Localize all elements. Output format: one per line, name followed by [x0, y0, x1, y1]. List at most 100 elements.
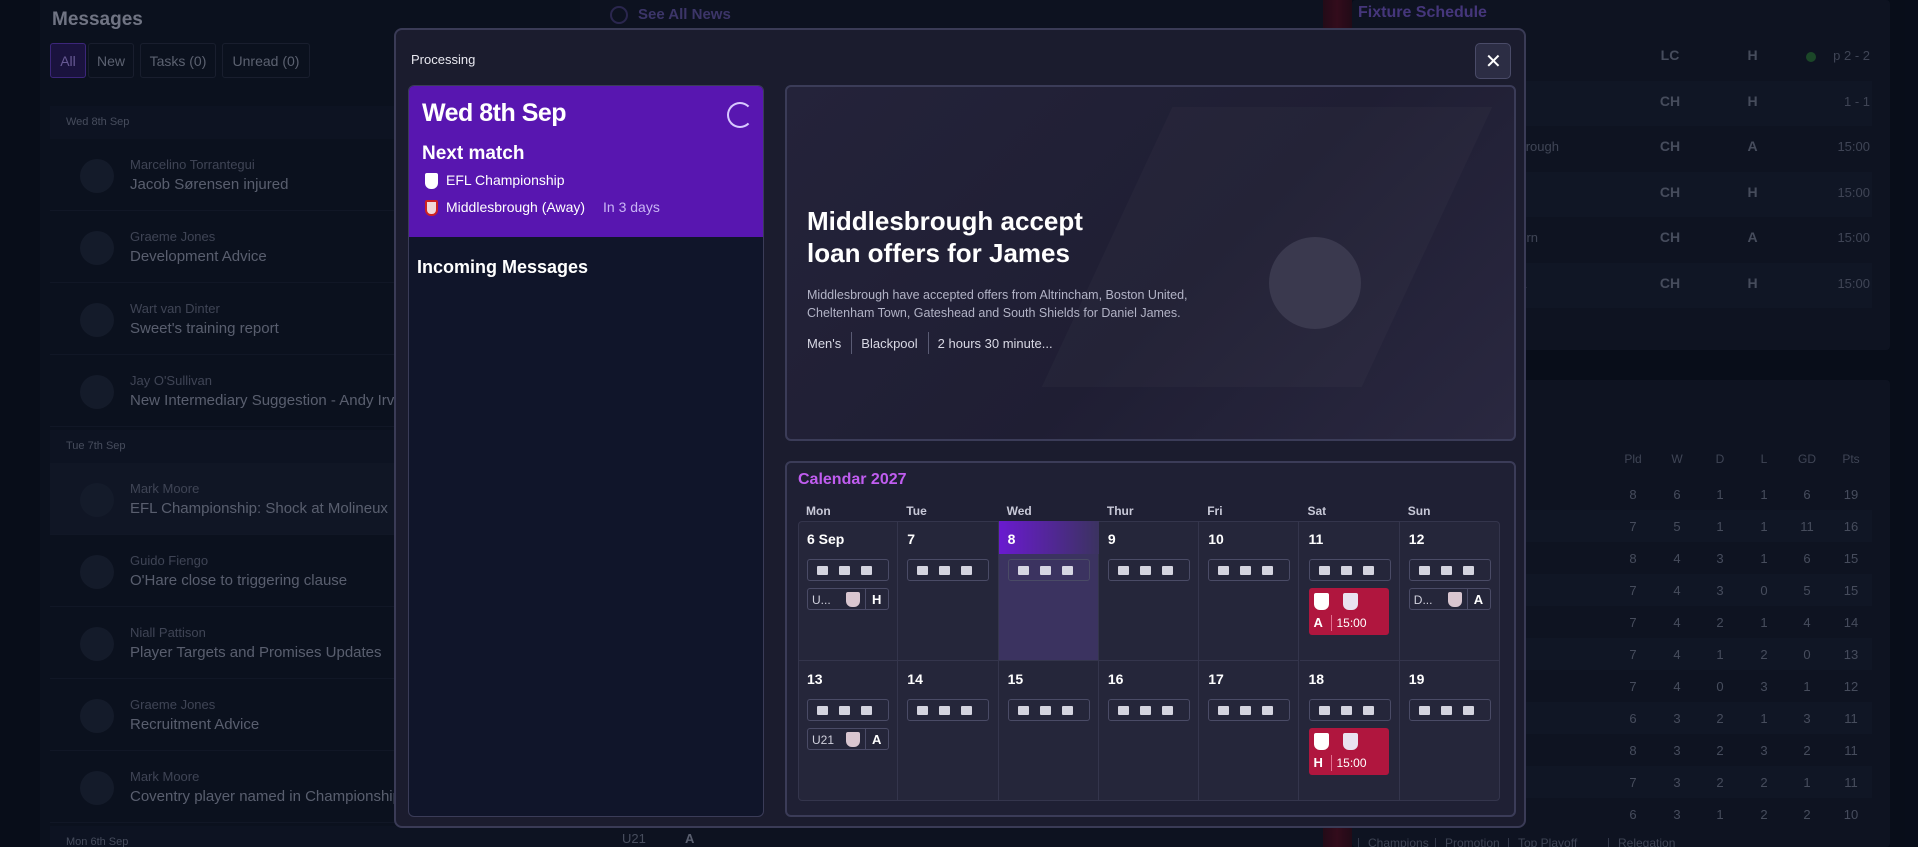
fixture-chip[interactable]: D... A: [1408, 588, 1491, 610]
fixture-venue: A: [1747, 229, 1758, 245]
calendar-day[interactable]: 18 H 15:00: [1300, 661, 1400, 801]
filter-tab[interactable]: New: [88, 43, 134, 78]
table-cell: 0: [1760, 583, 1768, 598]
filter-tab[interactable]: Unread (0): [222, 43, 310, 78]
calendar-day[interactable]: 10: [1199, 521, 1300, 661]
table-cell: 2: [1760, 807, 1768, 822]
calendar-day[interactable]: 15: [999, 661, 1099, 801]
calendar-day[interactable]: 8: [998, 521, 1099, 661]
calendar-panel: Calendar 2027 Mon Tue Wed Thur Fri Sat Sun 6 Sep…: [785, 461, 1516, 817]
activity-icon: [817, 566, 828, 575]
activity-icon: [861, 566, 872, 575]
message-sender: Graeme Jones: [130, 229, 216, 244]
activity-icon: [917, 566, 929, 575]
table-cell: 1: [1760, 615, 1768, 630]
table-header: Pts: [1842, 452, 1860, 466]
table-cell: 15: [1843, 551, 1859, 566]
calendar-day[interactable]: 9: [1098, 521, 1200, 661]
message-subject: Sweet's training report: [130, 320, 279, 337]
close-button[interactable]: ✕: [1475, 43, 1511, 79]
message-row[interactable]: Marcelino Torrantegui Jacob Sørensen inju…: [50, 139, 580, 211]
table-cell: 6: [1629, 711, 1637, 726]
message-icon: [80, 771, 114, 805]
message-icon: [80, 231, 114, 265]
activity-icon: [1462, 706, 1474, 715]
processing-column: Wed 8th Sep Next match EFL Championship Mid…: [408, 85, 764, 817]
table-cell: 13: [1843, 647, 1859, 662]
weekday-label: Thur: [1106, 504, 1134, 518]
table-cell: 6: [1673, 487, 1681, 502]
message-sender: Wart van Dinter: [130, 301, 220, 316]
fixture-competition: LC: [1660, 47, 1680, 63]
table-cell: 16: [1843, 519, 1859, 534]
table-cell: 6: [1803, 551, 1811, 566]
table-header: D: [1715, 452, 1725, 466]
fixture-result: 1 - 1: [1843, 93, 1870, 109]
message-row[interactable]: Graeme Jones Development Advice: [50, 211, 580, 283]
table-cell: 2: [1803, 807, 1811, 822]
day-number: 7: [907, 531, 916, 547]
opponent-badge: [425, 200, 438, 216]
group-date: Mon 6th Sep: [66, 836, 129, 847]
activity-icon: [1262, 706, 1274, 715]
calendar-day[interactable]: 12 D... A: [1399, 521, 1501, 661]
activity-icon: [1139, 706, 1151, 715]
news-link-icon: [610, 6, 628, 24]
calendar-day[interactable]: 19: [1400, 661, 1500, 801]
filter-tab[interactable]: Tasks (0): [140, 43, 216, 78]
calendar-day[interactable]: 17: [1199, 661, 1300, 801]
opponent-name: Middlesbrough (Away): [446, 199, 586, 215]
table-cell: 4: [1673, 647, 1681, 662]
calendar-day[interactable]: 11 A 15:00: [1299, 521, 1400, 661]
activity-icon: [817, 706, 828, 715]
message-row[interactable]: Graeme Jones Recruitment Advice: [50, 679, 580, 751]
see-all-news[interactable]: See All News: [638, 6, 731, 23]
activity-icon: [1418, 706, 1430, 715]
news-body: Middlesbrough have accepted offers from …: [807, 288, 1188, 320]
weekday-label: Mon: [806, 504, 831, 518]
activity-icon: [1218, 566, 1230, 575]
calendar-day[interactable]: 7: [898, 521, 999, 661]
message-row[interactable]: Mark Moore Coventry player named in Champ…: [50, 751, 580, 823]
table-cell: 3: [1760, 679, 1768, 694]
match-when: In 3 days: [603, 199, 660, 215]
table-cell: 1: [1760, 519, 1768, 534]
activity-icon: [839, 566, 850, 575]
message-subject: Player Targets and Promises Updates: [130, 644, 382, 661]
message-row[interactable]: Wart van Dinter Sweet's training report: [50, 283, 580, 355]
calendar-day[interactable]: 13 U21 A: [798, 661, 899, 801]
filter-label: Tasks (0): [149, 53, 207, 69]
table-cell: 3: [1673, 775, 1681, 790]
activity-icon: [1340, 566, 1352, 575]
fixture-team: U...: [812, 593, 831, 607]
fixture-chip[interactable]: A 15:00: [1308, 588, 1389, 635]
table-cell: 1: [1760, 551, 1768, 566]
calendar-day[interactable]: 14: [898, 661, 999, 801]
message-row[interactable]: Guido Fiengo O'Hare close to triggering c…: [50, 535, 580, 607]
news-headline: Middlesbrough accept loan offers for Jam…: [807, 206, 1083, 268]
fixture-result: 15:00: [1837, 230, 1870, 245]
legend-item: Relegation: [1618, 836, 1676, 847]
day-number: 12: [1408, 531, 1425, 547]
fixture-chip[interactable]: H 15:00: [1308, 728, 1389, 775]
activity-icon: [939, 566, 951, 575]
message-row[interactable]: Jay O'Sullivan New Intermediary Suggestio…: [50, 355, 580, 427]
filter-tab[interactable]: All: [50, 43, 86, 78]
activity-icons: [1408, 699, 1491, 721]
message-row[interactable]: Niall Pattison Player Targets and Promise…: [50, 607, 580, 679]
day-number: 6 Sep: [807, 531, 845, 547]
activity-icon: [1318, 566, 1330, 575]
message-icon: [80, 159, 114, 193]
table-cell: 4: [1673, 583, 1681, 598]
fixture-chip[interactable]: U21 A: [807, 728, 889, 750]
fixture-chip[interactable]: U... H: [807, 588, 889, 610]
table-cell: 4: [1673, 679, 1681, 694]
calendar-day[interactable]: 16: [1099, 661, 1200, 801]
day-number: 11: [1308, 531, 1324, 547]
fixture-result: 15:00: [1837, 139, 1870, 154]
table-cell: 2: [1803, 743, 1811, 758]
table-cell: 3: [1673, 743, 1681, 758]
calendar-day[interactable]: 6 Sep U... H: [798, 521, 899, 661]
result-dot: [1806, 52, 1816, 62]
